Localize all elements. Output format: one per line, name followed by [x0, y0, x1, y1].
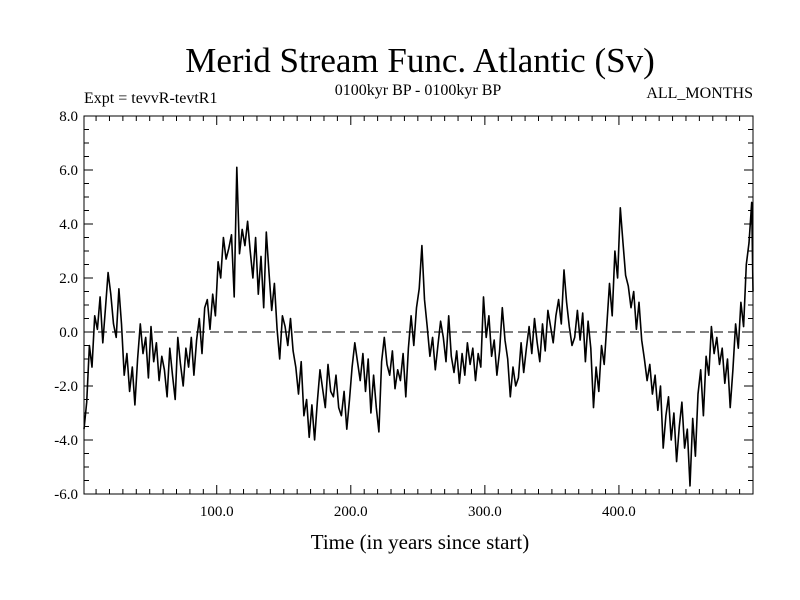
- x-axis-label: Time (in years since start): [311, 530, 530, 554]
- y-tick-label: 0.0: [59, 325, 78, 341]
- x-tick-label: 100.0: [200, 504, 234, 520]
- y-tick-label: -2.0: [54, 379, 78, 395]
- plot-frame: [83, 115, 754, 495]
- y-tick-label: -4.0: [54, 433, 78, 449]
- data-series-line: [83, 166, 754, 487]
- chart-subtitle-left: Expt = tevvR-tevtR1: [84, 90, 217, 107]
- x-tick-label: 300.0: [468, 504, 502, 520]
- x-tick-label: 400.0: [602, 504, 636, 520]
- y-tick-label: 4.0: [59, 217, 78, 233]
- chart-subtitle-right: ALL_MONTHS: [646, 85, 753, 102]
- y-tick-label: 6.0: [59, 163, 78, 179]
- y-tick-label: 8.0: [59, 109, 78, 125]
- chart-title: Merid Stream Func. Atlantic (Sv): [185, 41, 655, 80]
- x-tick-label: 200.0: [334, 504, 368, 520]
- y-tick-label: -6.0: [54, 487, 78, 503]
- y-tick-label: 2.0: [59, 271, 78, 287]
- plot-area: -6.0 -4.0 -2.0 0.0 2.0 4.0 6.0 8.0 100.0 200.0 300…: [54, 109, 754, 520]
- chart-subtitle-center: 0100kyr BP - 0100kyr BP: [335, 82, 502, 99]
